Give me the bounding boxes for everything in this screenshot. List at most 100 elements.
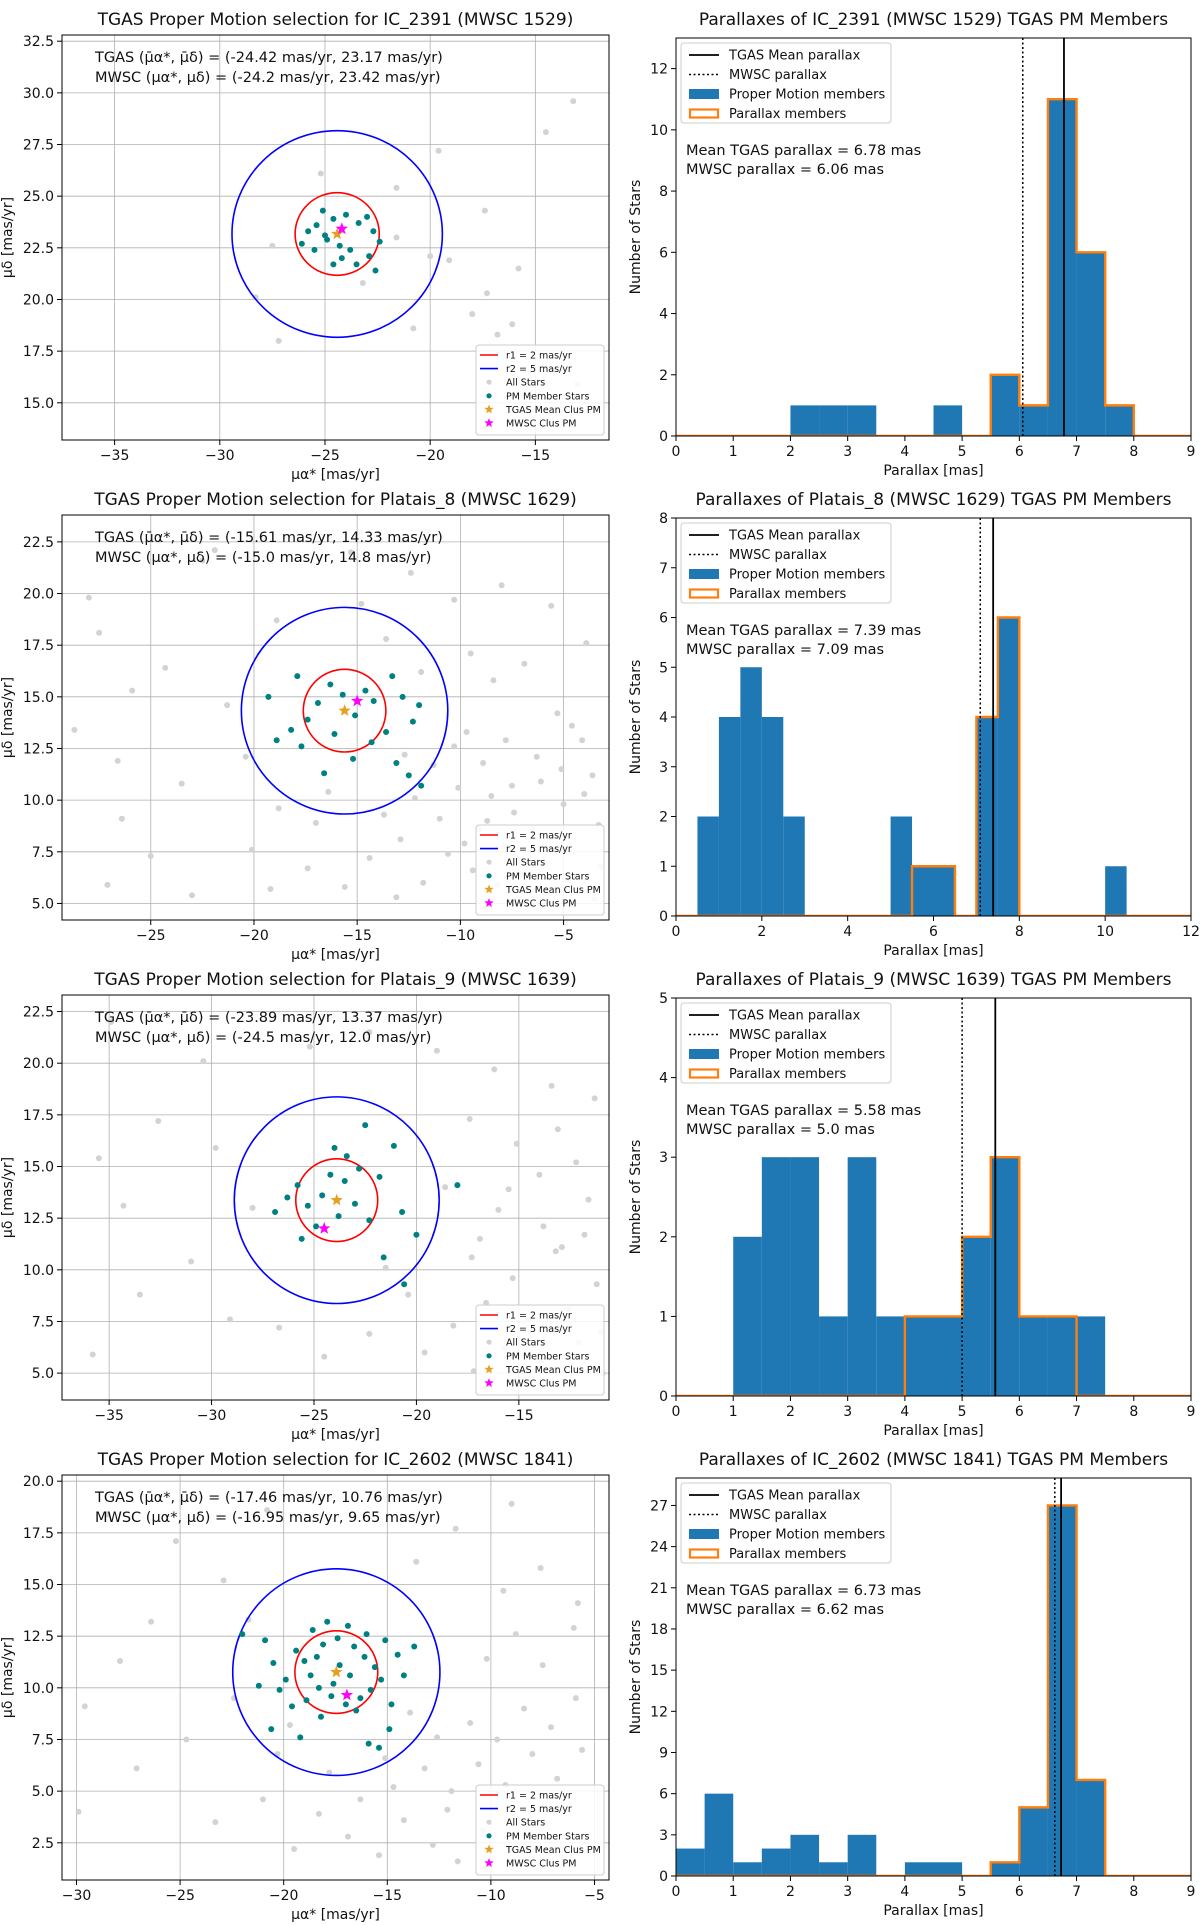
x-tick-label: 4: [900, 1884, 909, 1900]
chart-title: Parallaxes of Platais_8 (MWSC 1629) TGAS…: [696, 490, 1172, 510]
all-star-point: [95, 1155, 102, 1162]
all-star-point: [502, 737, 509, 744]
all-star-point: [451, 743, 458, 750]
pm-members-bar: [1019, 405, 1048, 436]
all-star-point: [494, 1736, 501, 1743]
legend-label: MWSC Clus PM: [506, 1859, 576, 1870]
pm-member-point: [341, 1177, 348, 1184]
all-star-point: [490, 677, 497, 684]
parallax-members-outline: [676, 616, 1191, 916]
x-tick-label: 3: [843, 444, 852, 460]
pm-member-point: [265, 693, 272, 700]
all-star-point: [366, 1029, 373, 1036]
legend-swatch-pm-members: [486, 1833, 492, 1839]
y-tick-label: 12: [650, 62, 668, 78]
legend-swatch-pm-members: [689, 1529, 719, 1539]
pm-members-bar: [847, 1157, 877, 1396]
all-star-point: [148, 1618, 155, 1625]
legend-swatch-mwsc: [484, 898, 494, 907]
pm-member-point: [409, 718, 416, 725]
y-tick-label: 5: [659, 991, 668, 1007]
pm-members-bar: [1019, 1807, 1048, 1876]
legend-label: PM Member Stars: [506, 871, 590, 882]
legend-label: r1 = 2 mas/yr: [506, 1311, 572, 1322]
x-tick-label: 9: [1187, 1404, 1196, 1420]
pm-member-point: [370, 697, 377, 704]
pm-member-point: [383, 728, 390, 735]
pm-scatter-panel: TGAS Proper Motion selection for Platais…: [0, 970, 610, 1443]
y-tick-label: 0: [659, 1389, 668, 1405]
legend: TGAS Mean parallax MWSC parallax Proper Mo…: [680, 522, 892, 604]
all-star-point: [118, 815, 125, 822]
all-star-point: [249, 1204, 256, 1211]
pm-member-point: [372, 267, 379, 274]
y-tick-label: 22.5: [23, 241, 54, 257]
all-star-point: [446, 257, 453, 264]
pm-members-bar: [933, 1316, 963, 1396]
x-tick-label: −25: [136, 928, 166, 944]
all-star-point: [444, 850, 451, 857]
pm-member-point: [270, 1660, 277, 1667]
pm-member-point: [342, 1701, 349, 1708]
plot-area: [676, 518, 1191, 916]
legend-swatch-all-stars: [486, 379, 492, 385]
pm-members-bar: [676, 1848, 705, 1876]
all-star-point: [537, 1564, 544, 1571]
all-star-point: [570, 98, 577, 105]
pm-member-point: [347, 1672, 354, 1679]
all-star-point: [155, 1118, 162, 1125]
y-axis-label: μδ [mas/yr]: [0, 1637, 16, 1718]
all-star-point: [427, 253, 434, 260]
all-star-point: [220, 1577, 227, 1584]
pm-member-point: [313, 1653, 320, 1660]
legend: r1 = 2 mas/yr r2 = 5 mas/yr All Stars PM Me…: [475, 824, 605, 916]
pm-member-point: [321, 770, 328, 777]
all-star-point: [533, 753, 540, 760]
plot-area: [62, 1475, 609, 1880]
x-tick-label: −10: [476, 1888, 506, 1904]
x-tick-label: 4: [843, 924, 852, 940]
all-star-point: [376, 1852, 383, 1859]
pm-member-point: [298, 1235, 305, 1242]
pm-member-point: [336, 242, 343, 249]
pm-member-point: [307, 1672, 314, 1679]
all-star-point: [548, 602, 555, 609]
all-star-point: [515, 265, 522, 272]
all-star-point: [429, 1841, 436, 1848]
all-star-point: [554, 1126, 561, 1133]
tgas-mean-note: TGAS (μ̄α*, μ̄δ) = (-15.61 mas/yr, 14.33…: [94, 530, 443, 546]
x-tick-label: 6: [929, 924, 938, 940]
pm-member-point: [313, 1223, 320, 1230]
all-star-point: [291, 1846, 298, 1853]
pm-member-point: [301, 1657, 308, 1664]
plot-area: [676, 998, 1191, 1396]
legend-box: [680, 1482, 892, 1564]
x-axis-label: Parallax [mas]: [883, 463, 983, 479]
pm-members-bar: [819, 405, 848, 436]
y-tick-label: 30.0: [23, 86, 54, 102]
all-star-point: [568, 722, 575, 729]
pm-member-point: [376, 238, 383, 245]
legend-label: Parallax members: [729, 587, 846, 602]
all-star-point: [579, 1746, 586, 1753]
all-star-point: [226, 1316, 233, 1323]
all-star-point: [589, 772, 596, 779]
pm-member-point: [309, 1626, 316, 1633]
pm-member-point: [298, 240, 305, 247]
all-star-point: [304, 865, 311, 872]
legend-label: TGAS Mean parallax: [728, 1489, 861, 1504]
pm-member-point: [317, 1713, 324, 1720]
pm-member-point: [351, 1200, 358, 1207]
pm-member-point: [367, 1686, 374, 1693]
pm-members-bar: [704, 1793, 734, 1876]
legend-swatch-pm-members: [486, 1353, 492, 1359]
y-tick-label: 17.5: [23, 344, 54, 360]
all-star-point: [450, 1322, 457, 1329]
all-star-point: [114, 757, 121, 764]
pm-member-point: [405, 772, 412, 779]
all-star-point: [317, 170, 324, 177]
all-star-point: [189, 892, 196, 899]
legend-label: TGAS Mean parallax: [728, 49, 861, 64]
legend-swatch-tgas-mean: [484, 1844, 494, 1854]
pm-members-bar: [933, 1862, 963, 1876]
